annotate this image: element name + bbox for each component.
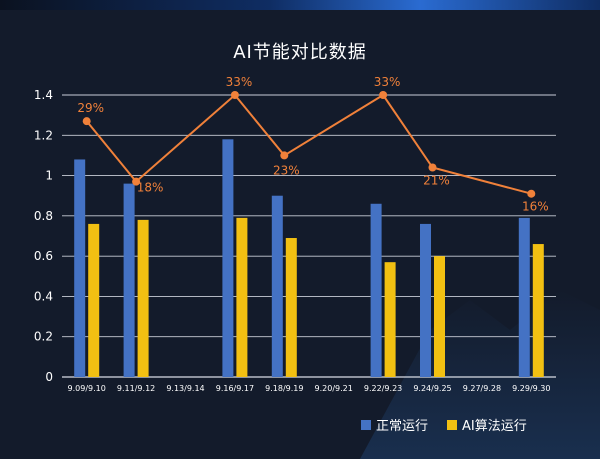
x-tick-label: 9.29/9.30 [512, 384, 550, 393]
legend-label-ai: AI算法运行 [462, 419, 527, 434]
y-tick-label: 1.4 [34, 88, 53, 102]
y-tick-label: 0 [45, 370, 53, 384]
savings-label: 33% [226, 75, 253, 89]
savings-label: 18% [137, 181, 164, 195]
x-tick-label: 9.20/9.21 [315, 384, 353, 393]
chart-title: AI节能对比数据 [233, 42, 367, 63]
savings-point [82, 117, 91, 126]
savings-point [230, 91, 239, 99]
x-tick-label: 9.27/9.28 [463, 384, 501, 393]
x-tick-label: 9.11/9.12 [117, 384, 155, 393]
savings-label: 23% [273, 163, 300, 177]
x-tick-label: 9.13/9.14 [166, 384, 204, 393]
savings-point [428, 163, 437, 172]
bar-normal [518, 217, 530, 377]
savings-label: 21% [423, 174, 450, 188]
header-band [0, 0, 600, 10]
bar-normal [74, 159, 86, 377]
bar-ai [137, 219, 149, 377]
savings-line [85, 93, 532, 195]
savings-point [280, 151, 289, 160]
x-tick-label: 9.09/9.10 [68, 384, 106, 393]
y-tick-label: 0.2 [34, 330, 53, 344]
savings-point [132, 177, 141, 186]
x-tick-label: 9.24/9.25 [413, 384, 451, 393]
y-tick-label: 0.8 [34, 209, 53, 223]
bar-normal [420, 223, 431, 377]
savings-point [527, 189, 536, 198]
bar-ai [236, 217, 248, 377]
bar-normal [222, 139, 234, 377]
y-tick-label: 0.6 [34, 249, 53, 263]
savings-label: 33% [374, 75, 401, 89]
bar-ai [88, 223, 100, 377]
bar-ai [434, 256, 445, 377]
savings-label: 29% [77, 101, 104, 115]
y-tick-label: 1 [45, 169, 53, 183]
bar-ai [532, 244, 544, 377]
bar-normal [123, 183, 135, 377]
y-tick-label: 0.4 [34, 289, 53, 303]
savings-point [379, 91, 388, 99]
bar-normal [370, 203, 382, 377]
legend-swatch-ai [447, 420, 457, 430]
legend-label-normal: 正常运行 [376, 419, 428, 434]
bar-normal [271, 195, 283, 377]
legend-swatch-normal [361, 420, 371, 430]
bar-ai [384, 262, 396, 377]
x-tick-label: 9.22/9.23 [364, 384, 402, 393]
y-tick-label: 1.2 [34, 128, 53, 142]
x-tick-label: 9.18/9.19 [265, 384, 303, 393]
savings-label: 16% [522, 200, 549, 214]
x-tick-label: 9.16/9.17 [216, 384, 254, 393]
bar-ai [285, 238, 297, 377]
